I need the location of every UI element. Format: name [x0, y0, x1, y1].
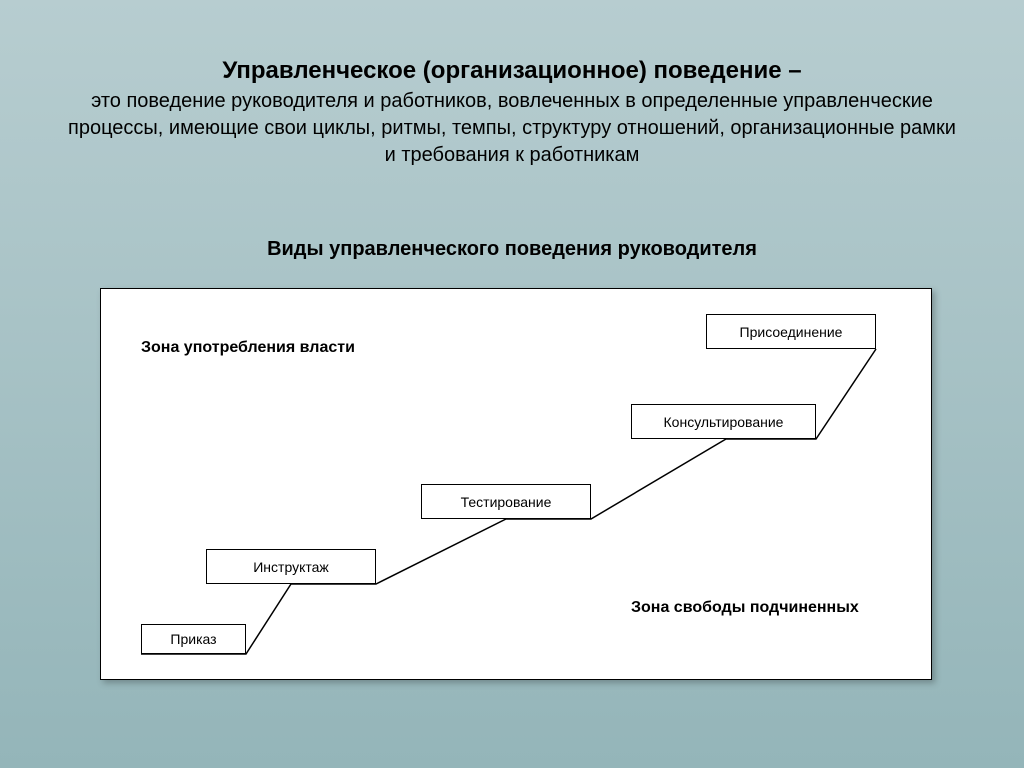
node-instruktazh: Инструктаж — [206, 549, 376, 584]
node-konsultirovanie: Консультирование — [631, 404, 816, 439]
zone-label-top: Зона употребления власти — [141, 339, 355, 357]
slide-title: Управленческое (организационное) поведен… — [60, 55, 964, 86]
slide-subtitle: это поведение руководителя и работников,… — [60, 88, 964, 169]
zone-label-bottom: Зона свободы подчиненных — [631, 599, 859, 617]
node-testirovanie: Тестирование — [421, 484, 591, 519]
section-title: Виды управленческого поведения руководит… — [0, 238, 1024, 261]
diagram-container: Зона употребления власти Зона свободы по… — [100, 288, 932, 680]
header-block: Управленческое (организационное) поведен… — [60, 55, 964, 169]
slide: Управленческое (организационное) поведен… — [0, 0, 1024, 768]
node-prisoedinenie: Присоединение — [706, 314, 876, 349]
node-prikaz: Приказ — [141, 624, 246, 654]
